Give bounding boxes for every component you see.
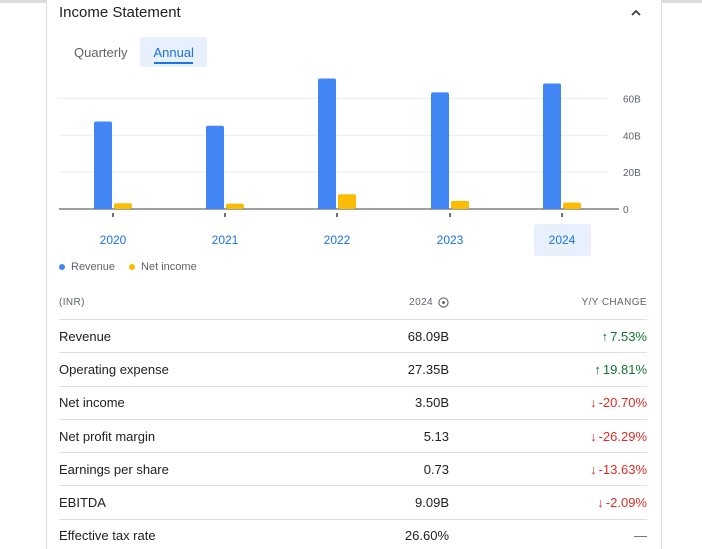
net-income-bar: [114, 203, 132, 209]
row-change: ↓ -26.29%: [590, 429, 647, 444]
row-change-cell: ↓ -26.29%: [449, 429, 647, 444]
row-label: Operating expense: [59, 361, 169, 377]
net-income-bar: [226, 203, 244, 209]
row-label: EBITDA: [59, 495, 106, 511]
row-change: —: [634, 528, 647, 543]
row-change-value: -13.63%: [598, 461, 647, 477]
row-change: ↑ 7.53%: [602, 329, 647, 344]
row-value: 27.35B: [407, 361, 449, 377]
row-change-value: 7.53%: [610, 328, 647, 344]
y-tick-label: 40B: [623, 131, 641, 142]
header-year: 2024: [409, 297, 433, 308]
arrow-up-icon: ↑: [601, 328, 609, 344]
table-row: Effective tax rate 26.60% —: [59, 520, 647, 549]
header-currency: (INR): [59, 297, 85, 308]
chevron-up-icon[interactable]: [627, 4, 645, 22]
revenue-dot-icon: [59, 264, 65, 270]
table-row: EBITDA 9.09B ↓ -2.09%: [59, 486, 647, 520]
revenue-bar: [94, 121, 112, 209]
period-tabs: Quarterly Annual: [61, 37, 207, 67]
y-tick-label: 60B: [623, 94, 641, 105]
row-value: 0.73: [423, 461, 449, 477]
arrow-down-icon: ↓: [597, 495, 604, 511]
revenue-bar: [543, 83, 561, 209]
legend-revenue: Revenue: [59, 261, 115, 273]
revenue-bar: [318, 78, 336, 209]
row-change-value: -20.70%: [598, 395, 647, 411]
revenue-bar: [431, 92, 449, 209]
year-label-2022[interactable]: 2022: [324, 233, 351, 247]
row-change-value: —: [634, 528, 647, 544]
y-tick-label: 0: [623, 205, 629, 216]
row-change-cell: ↓ -13.63%: [449, 462, 647, 477]
year-label-2023[interactable]: 2023: [437, 233, 464, 247]
row-change-cell: ↓ -20.70%: [449, 395, 647, 410]
row-label: Earnings per share: [59, 461, 169, 477]
row-change-cell: ↓ -2.09%: [449, 495, 647, 510]
row-value: 3.50B: [415, 395, 449, 411]
income-statement-card: Income Statement Quarterly Annual 0 20B 40…: [46, 0, 662, 549]
legend-net-income-label: Net income: [141, 261, 197, 273]
table-row: Net income 3.50B ↓ -20.70%: [59, 387, 647, 420]
header-change: Y/Y CHANGE: [581, 297, 647, 308]
net-income-bar: [338, 194, 356, 209]
table-row: Net profit margin 5.13 ↓ -26.29%: [59, 420, 647, 454]
row-change-value: -2.09%: [605, 495, 647, 511]
table-header: (INR) 2024 Y/Y CHANGE: [59, 286, 647, 320]
row-change-value: 19.81%: [602, 361, 647, 377]
header-year-cell: 2024: [309, 297, 449, 308]
income-chart: 0 20B 40B 60B 2020 2021 2022 2023 2024: [47, 70, 663, 260]
tab-quarterly[interactable]: Quarterly: [74, 44, 128, 60]
table-row: Revenue 68.09B ↑ 7.53%: [59, 320, 647, 354]
arrow-down-icon: ↓: [590, 461, 597, 477]
table-row: Earnings per share 0.73 ↓ -13.63%: [59, 453, 647, 487]
table-row: Operating expense 27.35B ↑ 19.81%: [59, 353, 647, 387]
year-label-2021[interactable]: 2021: [212, 233, 239, 247]
legend-net-income: Net income: [129, 261, 197, 273]
net-income-bar: [451, 200, 469, 209]
row-label: Net profit margin: [59, 428, 156, 444]
income-bar-chart: 0 20B 40B 60B 2020 2021 2022 2023 2024: [59, 78, 641, 256]
revenue-bar: [206, 125, 224, 209]
row-label: Effective tax rate: [59, 528, 156, 544]
row-change: ↑ 19.81%: [594, 362, 647, 377]
selected-year-highlight: [534, 224, 591, 256]
arrow-down-icon: ↓: [590, 428, 597, 444]
row-label: Net income: [59, 395, 125, 411]
row-change-cell: ↑ 19.81%: [449, 362, 647, 377]
arrow-down-icon: ↓: [590, 395, 597, 411]
net-income-dot-icon: [129, 264, 136, 270]
row-value: 68.09B: [407, 328, 449, 344]
card-title: Income Statement: [59, 4, 181, 21]
row-change-cell: —: [449, 528, 647, 543]
row-value: 9.09B: [415, 495, 449, 511]
row-change-cell: ↑ 7.53%: [449, 329, 647, 344]
year-label-2020[interactable]: 2020: [100, 233, 127, 247]
info-icon[interactable]: [438, 297, 449, 308]
row-change-value: -26.29%: [598, 428, 647, 444]
chart-legend: Revenue Net income: [59, 261, 211, 273]
arrow-up-icon: ↑: [594, 361, 601, 377]
row-change: ↓ -2.09%: [597, 495, 647, 510]
row-label: Revenue: [59, 328, 112, 344]
row-value: 5.13: [423, 428, 449, 444]
row-value: 26.60%: [404, 528, 449, 544]
year-label-2024[interactable]: 2024: [549, 233, 576, 247]
net-income-bar: [563, 202, 581, 209]
row-change: ↓ -13.63%: [590, 462, 647, 477]
y-tick-label: 20B: [623, 168, 641, 179]
row-change: ↓ -20.70%: [590, 395, 647, 410]
financials-table: (INR) 2024 Y/Y CHANGE Revenue 68.09B ↑ 7.53…: [59, 286, 647, 549]
tab-annual[interactable]: Annual: [140, 37, 207, 67]
legend-revenue-label: Revenue: [71, 261, 116, 273]
